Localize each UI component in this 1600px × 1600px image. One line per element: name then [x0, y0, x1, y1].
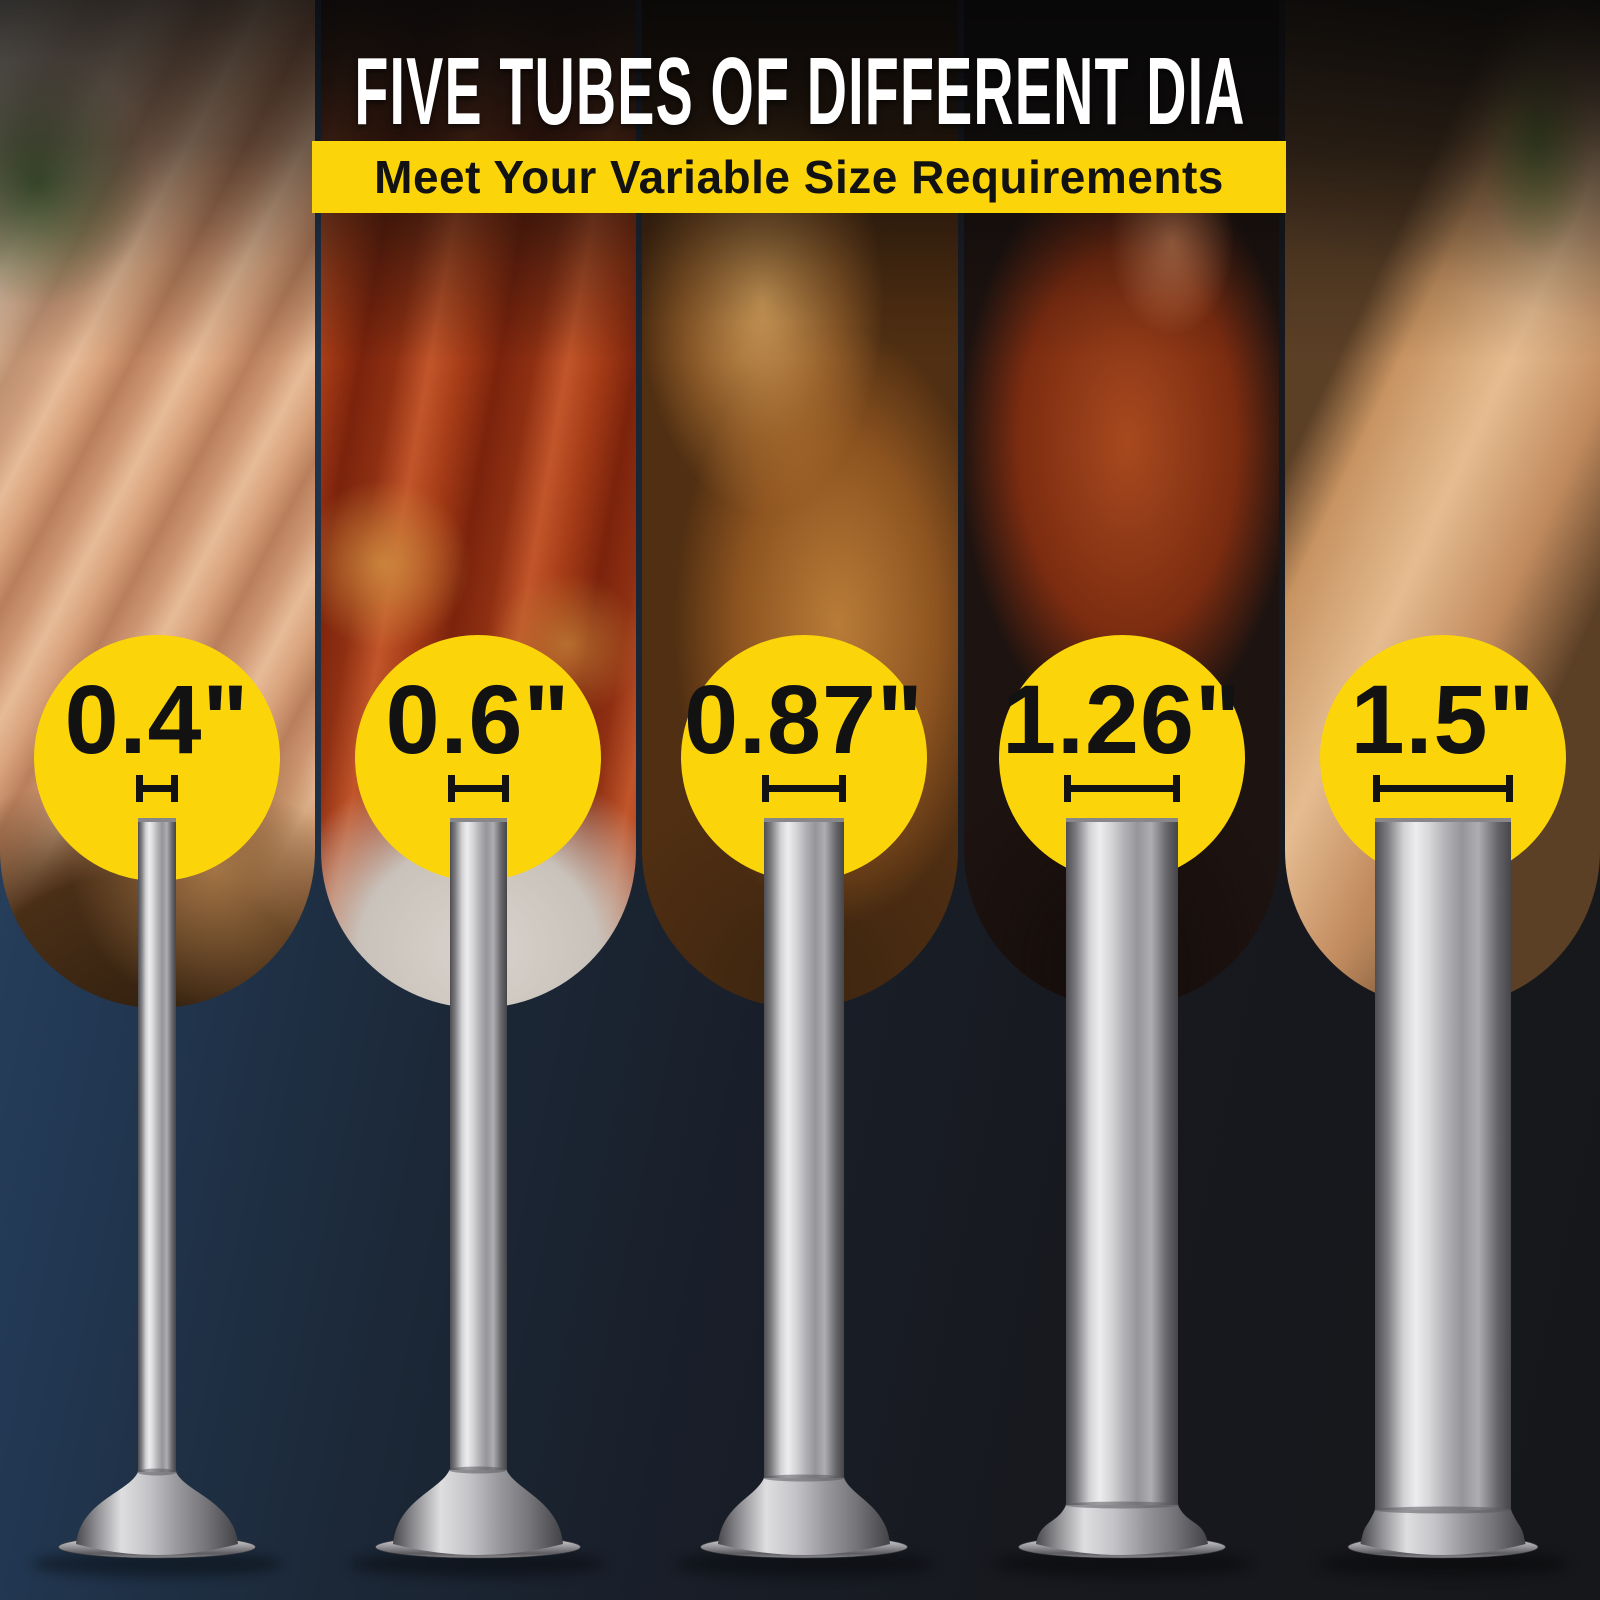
tick-end-left [1373, 775, 1380, 802]
subtitle-text: Meet Your Variable Size Requirements [374, 151, 1224, 203]
diameter-measure-tick [1064, 775, 1180, 802]
base-dome [1360, 1510, 1526, 1555]
base-dome [1036, 1505, 1208, 1555]
tube-flared-base [674, 1474, 934, 1577]
tick-end-left [1064, 775, 1071, 802]
poster-title: FIVE TUBES OF DIFFERENT DIA [354, 38, 1246, 145]
diameter-label: 0.6" [385, 665, 571, 774]
diameter-measure-tick [136, 775, 178, 802]
tick-line [143, 785, 171, 792]
stuffing-tube-cylinder [1066, 818, 1178, 1535]
stuffing-tube-cylinder [1375, 818, 1511, 1540]
tube-flared-base [1316, 1506, 1570, 1577]
base-joint [137, 1468, 177, 1476]
base-joint [763, 1474, 845, 1482]
diameter-label: 0.4" [64, 665, 250, 774]
tick-line [769, 785, 839, 792]
tick-end-left [447, 775, 455, 802]
base-joint [1374, 1506, 1512, 1514]
tube-flared-base [992, 1501, 1252, 1577]
diameter-label: 1.26" [1002, 665, 1242, 774]
stuffing-tube-cylinder [764, 818, 844, 1508]
subtitle-banner: Meet Your Variable Size Requirements [312, 141, 1286, 213]
tick-end-right [501, 775, 509, 802]
base-floor-shadow [349, 1551, 607, 1577]
stuffing-tube-cylinder [138, 818, 176, 1502]
base-joint [1065, 1501, 1179, 1509]
base-dome [393, 1470, 563, 1555]
base-joint [448, 1466, 508, 1474]
tick-line [1380, 785, 1506, 792]
diameter-badge: 0.6" [355, 635, 601, 881]
tube-flared-base [349, 1466, 607, 1577]
diameter-measure-tick [1373, 775, 1513, 802]
diameter-measure-tick [762, 775, 846, 802]
tick-line [454, 785, 502, 792]
base-floor-shadow [992, 1551, 1252, 1577]
base-floor-shadow [32, 1551, 282, 1577]
diameter-label: 0.87" [684, 665, 924, 774]
tick-end-left [136, 775, 143, 802]
tick-end-right [839, 775, 846, 802]
base-dome [76, 1472, 238, 1555]
diameter-measure-tick [447, 775, 509, 802]
tick-end-right [1173, 775, 1180, 802]
tube-flared-base [32, 1468, 282, 1577]
diameter-label: 1.5" [1350, 665, 1536, 774]
tick-end-right [1506, 775, 1513, 802]
tick-line [1071, 785, 1173, 792]
stuffing-tube-cylinder [449, 818, 507, 1500]
tick-end-right [171, 775, 178, 802]
base-dome [718, 1478, 890, 1555]
tick-end-left [762, 775, 769, 802]
base-floor-shadow [674, 1551, 934, 1577]
base-floor-shadow [1316, 1551, 1570, 1577]
